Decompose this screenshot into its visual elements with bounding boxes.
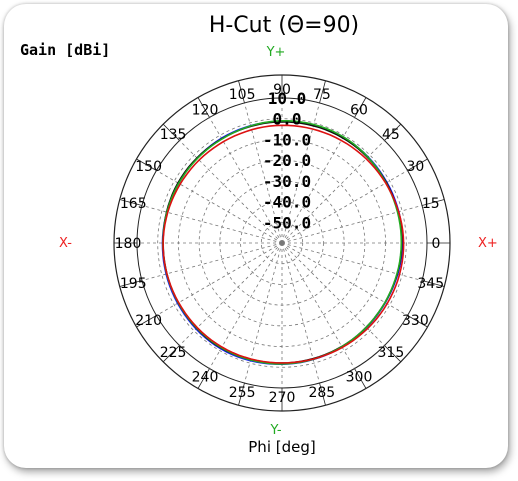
angle-tick-label: 180	[115, 236, 142, 252]
ring-tick	[319, 382, 326, 406]
angle-tick-label: 165	[120, 196, 147, 212]
ring-tick	[197, 97, 210, 118]
ring-tick	[197, 368, 210, 389]
angle-tick-label: 225	[160, 345, 187, 361]
grid-spoke	[141, 242, 283, 281]
ring-tick	[354, 97, 367, 118]
ring-tick	[162, 123, 180, 141]
ring-tick	[384, 345, 402, 363]
angle-tick-label: 30	[406, 159, 424, 175]
angle-tick-label: 105	[229, 87, 256, 103]
grid-spoke	[156, 242, 283, 316]
radial-tick-label: -50.0	[263, 213, 311, 232]
angle-tick-label: 45	[382, 127, 400, 143]
grid-spoke	[209, 242, 283, 369]
grid-ring	[157, 118, 407, 368]
ring-tick	[119, 280, 143, 287]
angle-tick-label: 15	[422, 196, 440, 212]
ring-tick	[319, 80, 326, 104]
grid-spoke	[281, 242, 408, 316]
grid-spoke	[141, 205, 283, 244]
angle-tick-label: 285	[308, 385, 335, 401]
axis-tag-x-neg: X-	[59, 236, 72, 251]
ring-tick	[384, 123, 402, 141]
angle-tick-label: 255	[229, 385, 256, 401]
radial-tick-label: -40.0	[263, 193, 311, 212]
angle-tick-label: 315	[378, 345, 405, 361]
radial-tick-label: 10.0	[268, 89, 307, 108]
radial-tick-label: -30.0	[263, 172, 311, 191]
ring-tick	[238, 382, 245, 406]
angle-tick-label: 270	[269, 390, 296, 406]
axis-tag-x-pos: X+	[478, 236, 498, 251]
angle-tick-label: 0	[432, 236, 441, 252]
ring-tick	[162, 345, 180, 363]
grid-spoke	[281, 242, 355, 369]
angle-tick-label: 240	[192, 369, 219, 385]
angle-tick-label: 135	[160, 127, 187, 143]
grid-spoke	[281, 242, 385, 346]
angle-tick-label: 195	[120, 276, 147, 292]
ring-tick	[119, 199, 143, 206]
axis-tag-y-neg: Y-	[269, 423, 281, 438]
angle-tick-label: 345	[417, 276, 444, 292]
radial-tick-label: -20.0	[263, 151, 311, 170]
angle-tick-label: 210	[135, 313, 162, 329]
series-group	[161, 120, 405, 366]
series-line	[162, 124, 405, 364]
y-axis-label: Gain [dBi]	[20, 41, 110, 59]
angle-tick-labels: 0 15 30 45 60 75 90 105 120 135 150 165 180 195 210 225…	[115, 82, 444, 406]
ring-tick	[421, 199, 445, 206]
radial-tick-label: 0.0	[273, 110, 302, 129]
axis-tag-y-pos: Y+	[266, 45, 286, 60]
angle-tick-label: 75	[313, 87, 331, 103]
grid-spoke	[281, 242, 423, 281]
grid-spoke	[179, 242, 283, 346]
radial-tick-label: -10.0	[263, 130, 311, 149]
ring-tick	[136, 315, 157, 328]
ring-tick	[238, 80, 245, 104]
angle-tick-label: 120	[192, 103, 219, 119]
angle-tick-label: 60	[350, 103, 368, 119]
chart-title: H-Cut (Θ=90)	[209, 13, 359, 38]
angle-tick-label: 150	[135, 159, 162, 175]
ring-tick	[407, 158, 428, 171]
grid-ring	[198, 159, 366, 327]
ring-tick	[136, 158, 157, 171]
radial-tick-labels: 10.0 0.0-10.0 -20.0 -30.0 -40.0-50.0	[263, 89, 311, 232]
ring-tick	[421, 280, 445, 287]
ring-tick	[407, 315, 428, 328]
x-axis-label: Phi [deg]	[248, 438, 315, 456]
angle-tick-label: 90	[273, 82, 291, 98]
ring-tick	[354, 368, 367, 389]
angle-tick-label: 300	[346, 369, 373, 385]
grid-ring	[240, 201, 324, 285]
angle-tick-label: 330	[402, 313, 429, 329]
